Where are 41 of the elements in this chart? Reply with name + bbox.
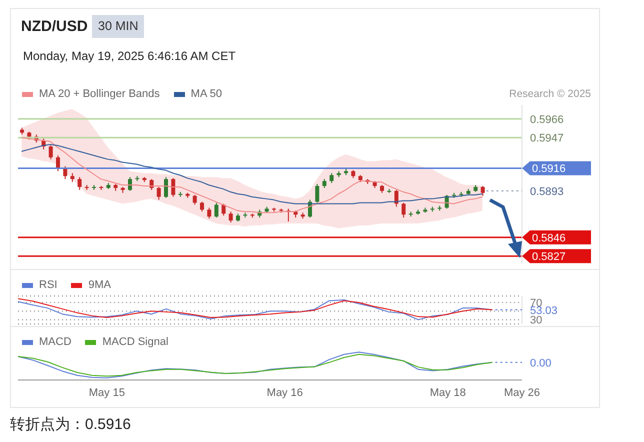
candlestick [207,207,212,220]
candlestick [222,203,226,216]
candlestick [402,202,406,218]
candlestick [394,189,398,208]
chart-subtitle: Monday, May 19, 2025 6:46:16 AM CET [23,49,236,63]
candlestick [48,144,53,160]
y-tick-label: 0.5827 [532,251,566,264]
candlestick [56,154,60,172]
candlestick [330,172,334,184]
candlestick [315,184,320,204]
candlestick [228,211,233,224]
candlestick [171,178,176,198]
candlestick [78,176,82,190]
x-tick-label: May 18 [430,386,466,399]
x-tick-label: May 15 [88,386,125,399]
y-tick-label: 0.5947 [530,132,564,145]
x-tick-label: May 26 [504,386,540,399]
x-tick-label: May 16 [266,386,303,399]
candlestick [480,185,485,196]
y-tick-label: 30 [530,314,542,327]
y-tick-label: 0.5893 [530,186,564,198]
y-tick-label: 0.5846 [532,232,566,244]
text: 0.00 [530,357,552,370]
legend-label: MACD Signal [101,336,168,349]
legend-label: MACD [38,336,72,349]
legend-label: MA 20 + Bollinger Bands [38,88,160,101]
text: 转折点为：0.5916 [10,415,131,434]
candlestick [128,176,132,192]
legend-label: RSI [38,279,58,292]
candlestick [156,186,161,200]
text: 30 MIN [92,15,144,38]
candlestick [200,201,204,212]
candlestick [214,202,218,218]
legend-label: MA 50 [190,88,222,101]
text: Research © 2025 [509,88,591,100]
candlestick [164,176,168,198]
y-tick-label: 0.5916 [532,163,566,176]
candlestick [192,194,197,206]
legend-label: 9MA [87,279,111,292]
chart-title: NZD/USD [21,18,88,35]
y-tick-label: 0.5966 [530,114,564,126]
